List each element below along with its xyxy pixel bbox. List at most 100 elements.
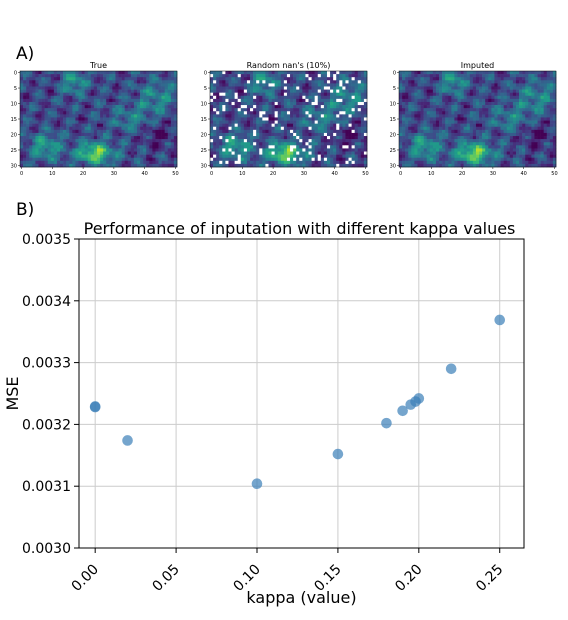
heatmap-cell	[146, 95, 150, 100]
heatmap-cell	[354, 154, 359, 159]
heatmap-cell	[429, 83, 434, 87]
heatmap-cell	[326, 114, 331, 118]
heatmap-cell	[50, 86, 55, 90]
heatmap-cell	[488, 101, 492, 106]
heatmap-cell	[136, 71, 141, 75]
heatmap-cell	[435, 95, 440, 100]
heatmap-cell	[314, 101, 319, 106]
heatmap-cell	[136, 126, 141, 131]
heatmap-cell	[234, 136, 239, 140]
heatmap-cell	[161, 139, 165, 143]
heatmap-cell	[342, 74, 346, 78]
heatmap-cell	[250, 117, 254, 121]
heatmap-cell	[336, 95, 340, 100]
heatmap-cell	[103, 89, 107, 93]
heatmap-cell	[317, 114, 322, 118]
heatmap-cell	[66, 71, 70, 75]
heatmap-cell	[299, 126, 303, 131]
heatmap-cell	[167, 105, 172, 109]
heatmap-cell	[277, 77, 282, 81]
heatmap-cell	[326, 71, 331, 75]
heatmap-cell	[448, 111, 452, 115]
heatmap-cell	[420, 123, 424, 128]
heatmap-cell	[240, 154, 245, 159]
heatmap-cell	[146, 154, 150, 159]
heatmap-cell	[90, 129, 95, 134]
heatmap-cell	[56, 105, 61, 109]
heatmap-cell	[231, 114, 235, 118]
heatmap-cell	[283, 101, 288, 106]
heatmap-cell	[130, 117, 135, 121]
heatmap-cell	[442, 114, 446, 118]
heatmap-cell	[296, 92, 300, 97]
heatmap-cell	[333, 89, 337, 93]
heatmap-cell	[210, 126, 214, 131]
heatmap-cell	[460, 129, 464, 134]
heatmap-cell	[56, 157, 61, 162]
heatmap-cell	[253, 117, 257, 121]
heatmap-cell	[411, 95, 415, 100]
heatmap-cell	[96, 108, 101, 112]
heatmap-cell	[23, 163, 27, 168]
heatmap-cell	[445, 129, 449, 134]
heatmap-cell	[522, 142, 526, 146]
heatmap-cell	[53, 120, 58, 124]
heatmap-cell	[283, 139, 288, 143]
heatmap-cell	[286, 101, 291, 106]
heatmap-cell	[540, 163, 544, 168]
heatmap-cell	[246, 132, 251, 137]
heatmap-cell	[537, 132, 541, 137]
heatmap-cell	[290, 95, 294, 100]
heatmap-cell	[60, 101, 64, 106]
heatmap-cell	[90, 139, 95, 143]
heatmap-cell	[170, 83, 175, 87]
heatmap-cell	[414, 86, 418, 90]
heatmap-cell	[472, 95, 477, 100]
heatmap-cell	[26, 95, 30, 100]
heatmap-cell	[308, 145, 312, 149]
heatmap-cell	[439, 86, 443, 90]
heatmap-cell	[152, 126, 156, 131]
heatmap-cell	[497, 142, 501, 146]
heatmap-cell	[552, 80, 557, 84]
heatmap-cell	[494, 71, 498, 75]
heatmap-cell	[445, 142, 449, 146]
heatmap-cell	[475, 132, 480, 137]
heatmap-cell	[237, 77, 242, 81]
heatmap-cell	[167, 151, 172, 155]
heatmap-cell	[75, 160, 79, 165]
heatmap-cell	[497, 151, 501, 155]
heatmap-cell	[69, 132, 73, 137]
heatmap-cell	[41, 98, 45, 103]
heatmap-cell	[280, 129, 285, 134]
heatmap-cell	[243, 157, 248, 162]
heatmap-cell	[491, 114, 495, 118]
heatmap-cell	[411, 80, 415, 84]
heatmap-cell	[246, 98, 251, 103]
heatmap-cell	[115, 154, 119, 159]
heatmap-cell	[448, 139, 452, 143]
heatmap-cell	[503, 163, 508, 168]
heatmap-cell	[237, 163, 242, 168]
heatmap-cell	[311, 120, 315, 124]
heatmap-cell	[363, 151, 368, 155]
heatmap-cell	[399, 136, 403, 140]
heatmap-cell	[271, 145, 275, 149]
heatmap-cell	[256, 101, 260, 106]
heatmap-cell	[75, 154, 79, 159]
heatmap-cell	[531, 151, 535, 155]
heatmap-cell	[38, 83, 42, 87]
heatmap-cell	[112, 95, 116, 100]
heatmap-cell	[253, 77, 257, 81]
heatmap-cell	[155, 111, 159, 115]
heatmap-cell	[234, 111, 239, 115]
heatmap-cell	[348, 148, 352, 152]
heatmap-cell	[115, 123, 119, 128]
heatmap-cell	[234, 142, 239, 146]
heatmap-cell	[268, 126, 272, 131]
heatmap-cell	[246, 105, 251, 109]
heatmap-cell	[348, 98, 352, 103]
chart-title: Performance of inputation with different…	[84, 219, 516, 238]
heatmap-cell	[345, 117, 349, 121]
heatmap-cell	[525, 114, 529, 118]
